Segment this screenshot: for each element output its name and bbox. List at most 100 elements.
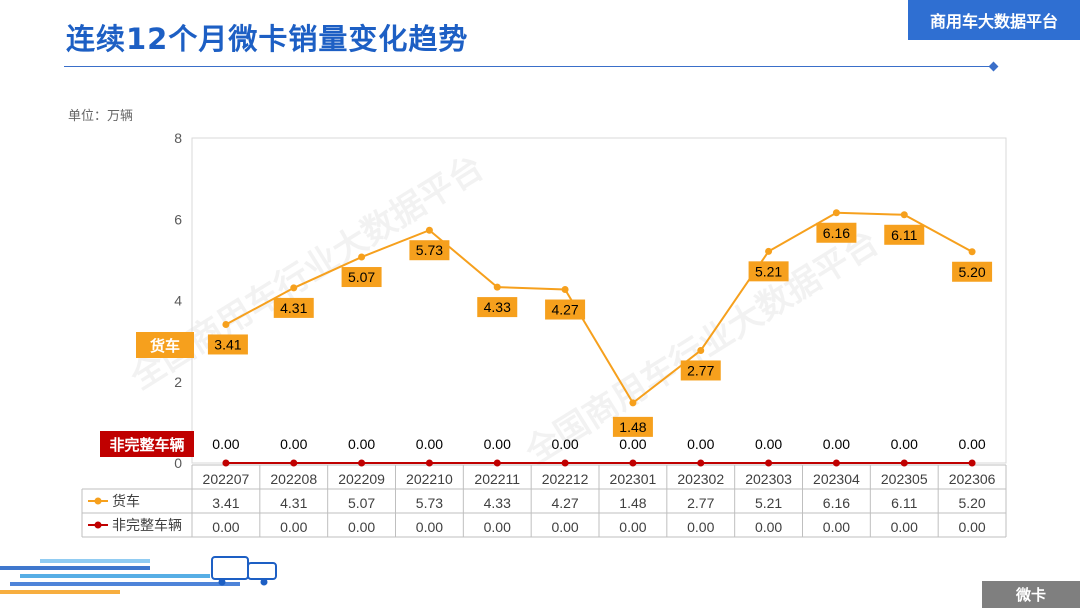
legend-entry: 货车 [112, 493, 140, 510]
data-label: 2.77 [687, 362, 714, 378]
legend-swatch-marker [94, 497, 102, 505]
y-tick-label: 6 [174, 211, 182, 227]
table-cell: 0.00 [755, 519, 782, 535]
data-point [425, 226, 433, 234]
data-label-box [409, 240, 450, 261]
data-label-box [816, 222, 857, 243]
data-label: 0.00 [212, 436, 239, 452]
footer-decoration [20, 574, 210, 578]
data-label: 6.11 [891, 227, 917, 243]
footer-decoration [10, 582, 240, 586]
table-cell: 2.77 [687, 495, 714, 511]
data-label: 4.27 [551, 302, 578, 318]
data-label-box [952, 261, 993, 282]
data-label-box [477, 297, 518, 318]
data-point [968, 459, 976, 467]
truck-graphic [211, 556, 249, 580]
data-point [900, 211, 908, 219]
data-label: 0.00 [551, 436, 578, 452]
x-tick-label: 202207 [203, 471, 250, 487]
data-label: 5.20 [958, 264, 985, 280]
data-label: 5.73 [416, 242, 443, 258]
table-cell: 0.00 [619, 519, 646, 535]
data-label-box [273, 297, 314, 318]
data-point [629, 399, 637, 407]
truck-graphic [260, 578, 268, 586]
data-label-box [341, 267, 382, 288]
table-cell: 4.27 [551, 495, 578, 511]
unit-label: 单位：万辆 [68, 109, 134, 124]
table-cell: 0.00 [891, 519, 918, 535]
table-cell: 0.00 [551, 519, 578, 535]
data-label: 4.33 [484, 299, 511, 315]
data-label: 0.00 [484, 436, 511, 452]
legend-swatch-marker [94, 521, 102, 529]
data-label: 5.07 [348, 269, 375, 285]
series-line-0 [225, 211, 973, 405]
data-label-box [748, 261, 789, 282]
table-cell: 4.31 [280, 495, 307, 511]
data-label-box [884, 224, 925, 245]
data-point [900, 459, 908, 467]
data-point [697, 346, 705, 354]
page-title: 连续12个月微卡销量变化趋势 [66, 22, 469, 56]
data-label: 0.00 [619, 436, 646, 452]
table-cell: 6.16 [823, 495, 850, 511]
series-tag: 货车 [150, 337, 180, 355]
data-point [358, 253, 366, 261]
x-tick-label: 202209 [338, 471, 385, 487]
data-point [765, 459, 773, 467]
data-label-box [612, 416, 653, 437]
y-tick-label: 4 [174, 293, 182, 309]
data-label-box [207, 334, 248, 355]
x-tick-label: 202208 [270, 471, 317, 487]
title-divider [64, 66, 994, 67]
data-label: 5.21 [755, 263, 782, 279]
data-label: 0.00 [958, 436, 985, 452]
data-point [832, 459, 840, 467]
table-cell: 0.00 [348, 519, 375, 535]
data-point [561, 459, 569, 467]
table-cell: 0.00 [484, 519, 511, 535]
x-tick-label: 202306 [949, 471, 996, 487]
legend-entry: 非完整车辆 [112, 517, 182, 534]
table-cell: 5.21 [755, 495, 782, 511]
data-label: 0.00 [755, 436, 782, 452]
table-cell: 0.00 [958, 519, 985, 535]
data-label: 3.41 [214, 336, 241, 352]
series-tag-box [100, 431, 194, 457]
table-cell: 0.00 [823, 519, 850, 535]
data-point [968, 248, 976, 256]
data-label: 0.00 [348, 436, 375, 452]
data-point [493, 283, 501, 291]
data-point [832, 209, 840, 217]
data-label: 0.00 [416, 436, 443, 452]
table-cell: 5.73 [416, 495, 443, 511]
data-label: 6.16 [823, 225, 850, 241]
y-tick-label: 0 [174, 455, 182, 471]
data-label: 1.48 [619, 419, 646, 435]
table-cell: 0.00 [280, 519, 307, 535]
table-cell: 0.00 [687, 519, 714, 535]
x-tick-label: 202304 [813, 471, 860, 487]
truck-graphic [218, 578, 226, 586]
data-label-box [680, 360, 721, 381]
table-cell: 5.07 [348, 495, 375, 511]
data-point [493, 459, 501, 467]
brand-badge: 商用车大数据平台 [908, 0, 1080, 40]
y-tick-label: 2 [174, 374, 182, 390]
data-point [358, 459, 366, 467]
table-cell: 4.33 [484, 495, 511, 511]
data-label: 0.00 [280, 436, 307, 452]
data-point [290, 284, 298, 292]
data-point [765, 247, 773, 255]
data-label-box [545, 299, 586, 320]
footer-decoration [0, 590, 120, 594]
x-tick-label: 202212 [542, 471, 589, 487]
watermark-text: 全国商用车行业大数据平台 [123, 148, 491, 399]
footer-decoration [0, 566, 150, 570]
data-label: 0.00 [823, 436, 850, 452]
series-tag-box [136, 332, 194, 358]
data-point [697, 459, 705, 467]
x-tick-label: 202301 [610, 471, 657, 487]
